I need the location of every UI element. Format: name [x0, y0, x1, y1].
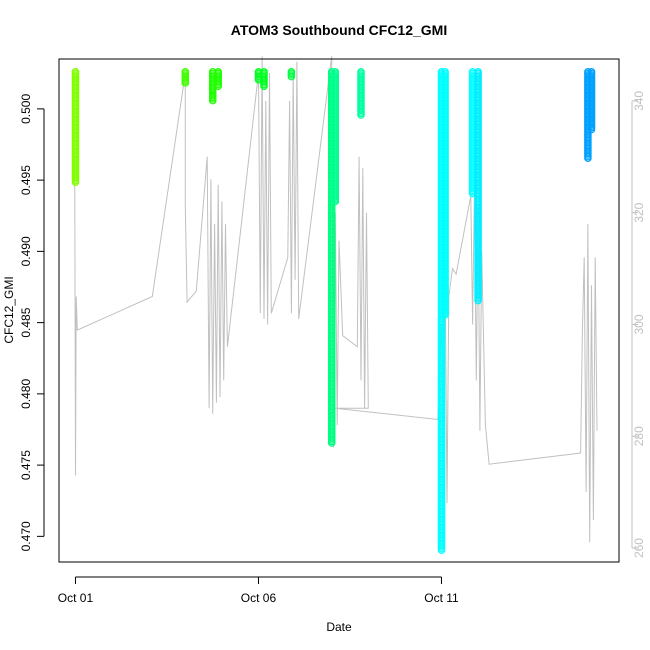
y-tick-label: 0.470 [19, 521, 33, 551]
y2-axis: 260 280 300 320 340 [631, 91, 646, 558]
y-axis: 0.470 0.475 0.480 0.485 0.490 0.495 0.500 [19, 94, 45, 551]
scatter-column [71, 68, 80, 187]
scatter-point [437, 546, 446, 555]
scatter-point [287, 72, 296, 81]
scatter-point [441, 311, 449, 319]
scatter-point [357, 111, 365, 119]
y2-tick-label: 300 [632, 314, 646, 334]
y-tick-label: 0.495 [19, 165, 33, 195]
y2-tick-label: 260 [632, 538, 646, 558]
y-tick-label: 0.480 [19, 379, 33, 409]
scatter-point [181, 79, 190, 87]
scatter-column [260, 68, 268, 91]
scatter-column [181, 68, 190, 87]
scatter-column [287, 68, 296, 81]
scatter-point [587, 125, 596, 134]
scatter-series [71, 68, 596, 555]
scatter-point [214, 82, 223, 91]
scatter-point [327, 439, 336, 447]
y2-tick-label: 340 [632, 91, 646, 111]
y-axis-label: CFC12_GMI [2, 276, 16, 343]
y2-tick-label: 320 [632, 202, 646, 222]
scatter-point [71, 178, 80, 187]
scatter-point [208, 96, 217, 105]
x-tick-label: Oct 11 [424, 591, 459, 605]
scatter-column [474, 68, 482, 305]
y-tick-label: 0.490 [19, 236, 33, 266]
x-tick-label: Oct 06 [241, 591, 277, 605]
scatter-point [331, 197, 340, 206]
scatter-column [357, 68, 365, 119]
plot-frame [58, 58, 620, 563]
chart-title: ATOM3 Southbound CFC12_GMI [231, 22, 447, 38]
y-tick-label: 0.475 [19, 450, 33, 480]
scatter-column [587, 68, 596, 134]
scatter-point [260, 82, 268, 91]
x-axis: Oct 01 Oct 06 Oct 11 [58, 576, 459, 605]
x-tick-label: Oct 01 [58, 591, 94, 605]
scatter-point [584, 154, 592, 163]
scatter-column [441, 68, 449, 319]
scatter-point [474, 296, 482, 305]
scatter-column [214, 68, 223, 91]
scatter-column [331, 68, 340, 206]
x-axis-label: Date [326, 620, 352, 634]
y2-tick-label: 280 [632, 426, 646, 446]
y-tick-label: 0.485 [19, 307, 33, 337]
y-tick-label: 0.500 [19, 94, 33, 124]
